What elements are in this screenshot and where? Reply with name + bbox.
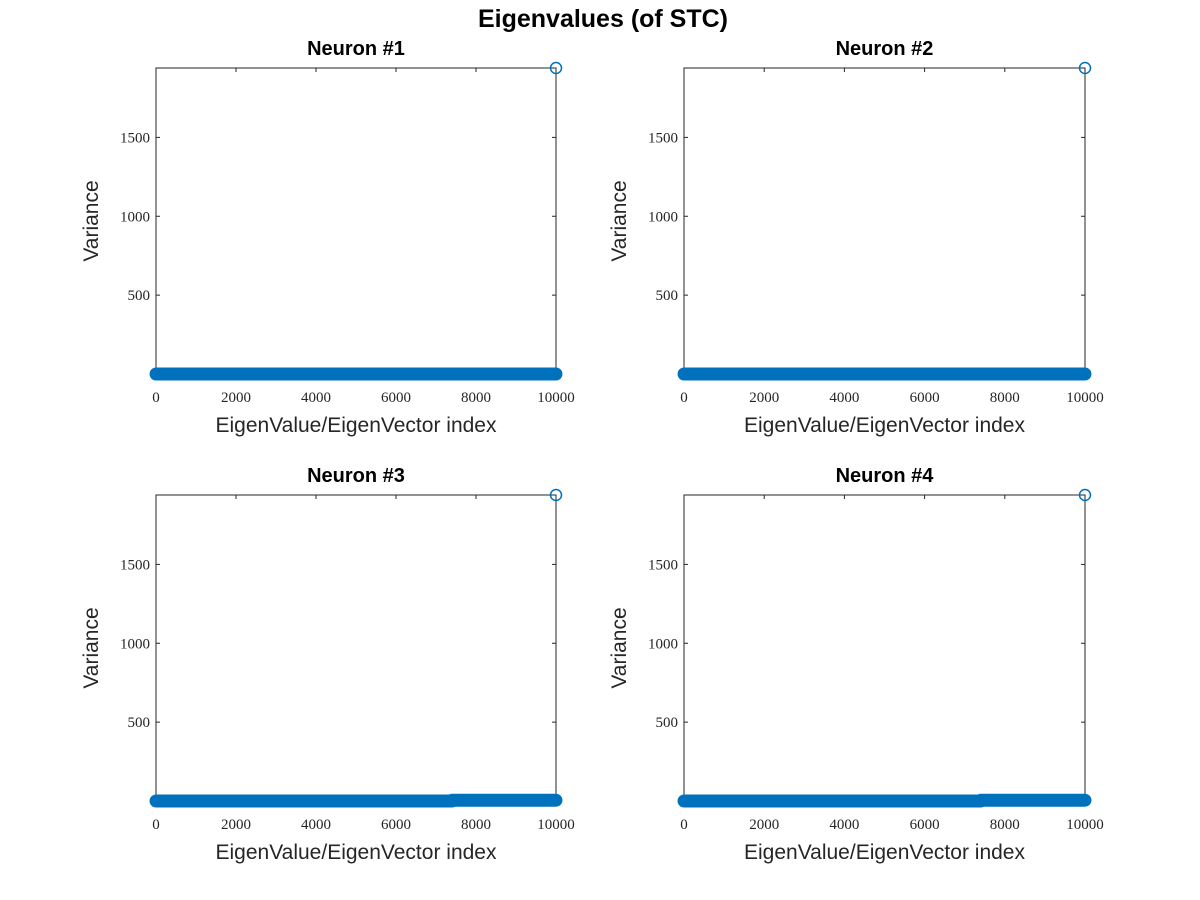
subplot-neuron-4: 0 2000 4000 6000 8000 10000 500 1000 1500 Neuron …	[608, 465, 1104, 864]
x-tick-label: 6000	[381, 390, 411, 406]
y-tick-label: 1000	[648, 636, 678, 652]
x-axis-label: EigenValue/EigenVector index	[744, 414, 1025, 437]
y-axis-label: Variance	[608, 180, 631, 261]
x-axis-label: EigenValue/EigenVector index	[216, 414, 497, 437]
x-tick-label: 4000	[829, 817, 859, 833]
y-tick-label: 500	[128, 288, 151, 304]
x-axis-label: EigenValue/EigenVector index	[216, 841, 497, 864]
y-tick-label: 1000	[120, 636, 150, 652]
y-tick-label: 1000	[120, 209, 150, 225]
x-tick-label: 0	[680, 390, 688, 406]
figure-title: Eigenvalues (of STC)	[478, 5, 728, 33]
x-tick-label: 10000	[537, 817, 575, 833]
y-tick-label: 1500	[648, 557, 678, 573]
axes-box	[683, 494, 1086, 802]
x-tick-label: 6000	[910, 817, 940, 833]
y-axis-label: Variance	[80, 607, 103, 688]
y-tick-label: 500	[128, 715, 151, 731]
x-tick-label: 4000	[829, 390, 859, 406]
y-tick-label: 500	[656, 715, 679, 731]
x-tick-label: 4000	[301, 817, 331, 833]
x-tick-label: 0	[152, 817, 160, 833]
x-tick-label: 10000	[1066, 390, 1104, 406]
x-tick-label: 2000	[749, 817, 779, 833]
x-tick-label: 2000	[221, 817, 251, 833]
subplot-neuron-1: 0 2000 4000 6000 8000 10000 500 1000 1500 Neuron …	[80, 38, 575, 437]
y-tick-label: 1500	[648, 130, 678, 146]
x-tick-label: 2000	[749, 390, 779, 406]
x-axis-label: EigenValue/EigenVector index	[744, 841, 1025, 864]
y-tick-label: 1500	[120, 557, 150, 573]
data-point	[549, 488, 563, 502]
data-point	[1078, 488, 1092, 502]
subplot-title: Neuron #2	[836, 38, 934, 60]
x-tick-label: 6000	[910, 390, 940, 406]
x-tick-label: 8000	[461, 390, 491, 406]
x-tick-label: 10000	[537, 390, 575, 406]
data-point	[1078, 61, 1092, 75]
x-tick-label: 8000	[461, 817, 491, 833]
x-tick-label: 6000	[381, 817, 411, 833]
axes-box	[155, 67, 557, 375]
subplot-title: Neuron #4	[836, 465, 935, 487]
x-tick-label: 0	[680, 817, 688, 833]
x-tick-label: 8000	[990, 390, 1020, 406]
y-axis-label: Variance	[80, 180, 103, 261]
axes-box	[683, 67, 1086, 375]
x-tick-label: 2000	[221, 390, 251, 406]
subplot-title: Neuron #1	[307, 38, 405, 60]
subplot-title: Neuron #3	[307, 465, 405, 487]
y-tick-label: 1000	[648, 209, 678, 225]
subplot-neuron-2: 0 2000 4000 6000 8000 10000 500 1000 1500 Neuron …	[608, 38, 1104, 437]
x-tick-label: 10000	[1066, 817, 1104, 833]
x-tick-label: 0	[152, 390, 160, 406]
data-point	[549, 61, 563, 75]
x-tick-label: 8000	[990, 817, 1020, 833]
axes-box	[155, 494, 557, 802]
y-axis-label: Variance	[608, 607, 631, 688]
y-tick-label: 500	[656, 288, 679, 304]
y-tick-label: 1500	[120, 130, 150, 146]
x-tick-label: 4000	[301, 390, 331, 406]
subplot-neuron-3: 0 2000 4000 6000 8000 10000 500 1000 1500 Neuron …	[80, 465, 575, 864]
